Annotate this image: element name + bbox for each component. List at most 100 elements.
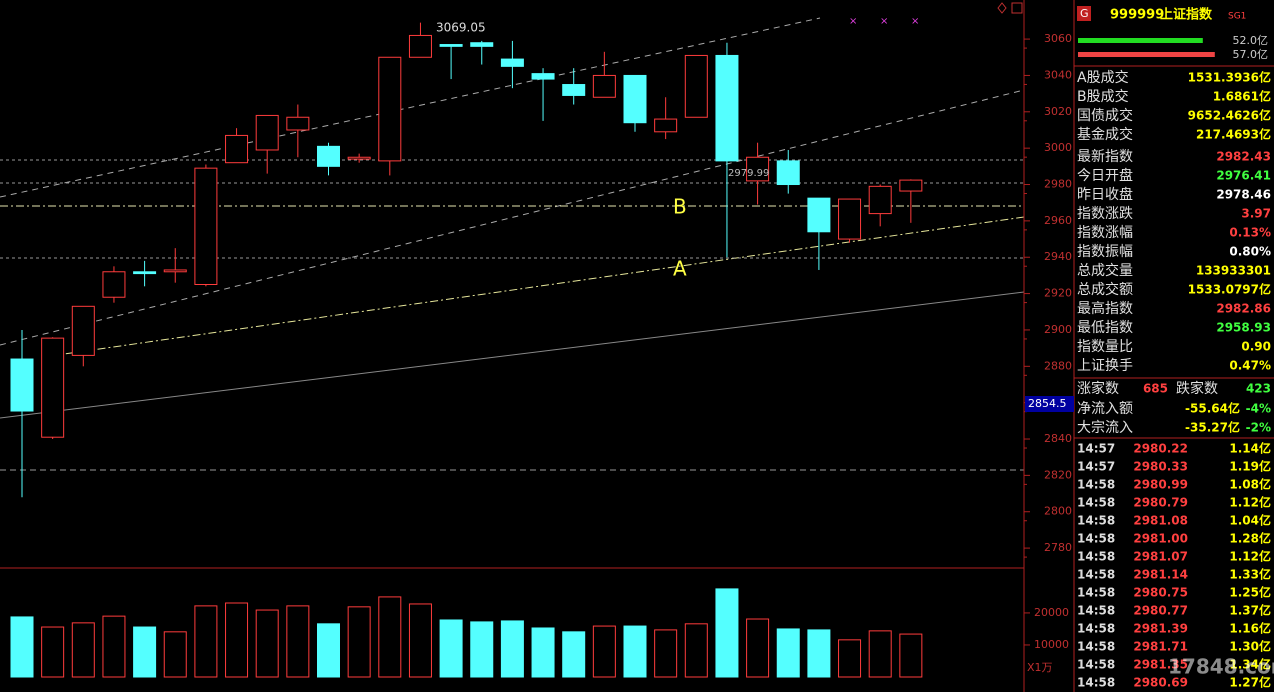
flow2-label: 大宗流入: [1077, 420, 1133, 436]
y-tick-label: 3060: [1044, 32, 1072, 45]
annotation: 3069.05: [436, 21, 486, 35]
row-value: 2958.93: [1216, 321, 1271, 335]
volume-bar: [500, 620, 524, 678]
volume-bar: [163, 631, 187, 678]
marker: ×: [849, 16, 857, 27]
volume-bar: [408, 603, 432, 678]
row-value: 0.47%: [1229, 359, 1271, 373]
tick-time: 14:58: [1077, 604, 1115, 618]
flow-bar: [1078, 52, 1215, 57]
tick-price: 2981.71: [1133, 640, 1188, 654]
candle-body: [286, 116, 310, 131]
tick-volume: 1.27亿: [1229, 675, 1271, 690]
row-label: 今日开盘: [1077, 167, 1133, 184]
volume-bar: [255, 609, 279, 678]
candle-body: [439, 44, 463, 47]
volume-bar: [378, 596, 402, 678]
tick-volume: 1.12亿: [1229, 549, 1271, 564]
volume-bar: [562, 631, 586, 678]
y-tick-label: 3040: [1044, 68, 1072, 81]
tick-price: 2980.79: [1133, 496, 1188, 510]
volume-bar: [715, 588, 739, 678]
vol-unit: X1万: [1027, 661, 1053, 674]
y-tick-label: 2780: [1044, 541, 1072, 554]
candle-body: [899, 179, 923, 192]
up-count: 685: [1143, 382, 1168, 396]
y-tick-label: 2880: [1044, 359, 1072, 372]
row-label: 国债成交: [1077, 107, 1133, 124]
volume-bar: [807, 629, 831, 678]
tick-time: 14:58: [1077, 550, 1115, 564]
candle-body: [71, 305, 95, 356]
tick-price: 2981.14: [1133, 568, 1188, 582]
candle-body: [10, 358, 34, 412]
volume-bar: [225, 602, 249, 678]
row-label: 指数振幅: [1077, 244, 1133, 260]
tick-volume: 1.16亿: [1229, 621, 1271, 636]
tick-time: 14:58: [1077, 640, 1115, 654]
marker: ×: [911, 16, 919, 27]
volume-bar: [776, 628, 800, 678]
row-label: 指数量比: [1077, 339, 1133, 355]
candle-body: [746, 156, 770, 182]
y-tick-label: 2900: [1044, 323, 1072, 336]
tick-price: 2981.00: [1133, 532, 1188, 546]
row-value: 2978.46: [1216, 188, 1271, 202]
row-value: 2982.86: [1216, 302, 1271, 316]
candle-body: [133, 271, 157, 275]
candle-body: [654, 118, 678, 133]
candle-body: [531, 73, 555, 80]
watermark: 17848.com: [1168, 655, 1274, 679]
volume-bar: [71, 622, 95, 678]
tick-volume: 1.34亿: [1229, 657, 1271, 672]
row-value: 0.80%: [1229, 245, 1271, 259]
candle-body: [194, 167, 218, 285]
flow2-value: -35.27亿: [1185, 420, 1240, 435]
row-value: 0.13%: [1229, 226, 1271, 240]
tick-volume: 1.28亿: [1229, 531, 1271, 546]
y-tick-label: 2980: [1044, 178, 1072, 191]
flow-label: 57.0亿: [1233, 48, 1269, 61]
row-value: 217.4693亿: [1196, 127, 1271, 142]
tick-time: 14:58: [1077, 658, 1115, 672]
tick-price: 2980.33: [1133, 460, 1188, 474]
y-tick-label: 2800: [1044, 505, 1072, 518]
tick-volume: 1.12亿: [1229, 495, 1271, 510]
y-tick-label: 2920: [1044, 287, 1072, 300]
tick-time: 14:58: [1077, 676, 1115, 690]
tick-time: 14:58: [1077, 586, 1115, 600]
candle-body: [378, 56, 402, 162]
candle-body: [592, 74, 616, 98]
tick-price: 2980.75: [1133, 586, 1188, 600]
candle-body: [715, 54, 739, 162]
volume-bar: [592, 625, 616, 678]
flow2-pct: -2%: [1246, 421, 1271, 435]
candle-body: [500, 58, 524, 67]
flow2-pct: -4%: [1246, 402, 1271, 416]
trend-line: [49, 216, 1025, 357]
tag: SG1: [1228, 12, 1246, 22]
icon[interactable]: [997, 2, 1007, 14]
candle-body: [255, 114, 279, 151]
y-tick-label: 2840: [1044, 432, 1072, 445]
tick-volume: 1.37亿: [1229, 603, 1271, 618]
volume-bar: [746, 618, 770, 678]
candle-body: [408, 34, 432, 58]
tick-volume: 1.04亿: [1229, 513, 1271, 528]
annotation: A: [673, 257, 687, 281]
volume-bar: [347, 606, 371, 678]
trend-line: [0, 17, 821, 198]
volume-bar: [41, 626, 65, 678]
candle-body: [684, 54, 708, 118]
row-value: 0.90: [1241, 340, 1271, 354]
candle-body: [225, 134, 249, 164]
tick-volume: 1.08亿: [1229, 477, 1271, 492]
y-tick-label: 2820: [1044, 468, 1072, 481]
row-value: 1.6861亿: [1213, 89, 1271, 104]
row-label: 昨日收盘: [1077, 186, 1133, 203]
volume-bar: [868, 630, 892, 678]
icon[interactable]: [1011, 2, 1023, 14]
candle-body: [807, 197, 831, 233]
